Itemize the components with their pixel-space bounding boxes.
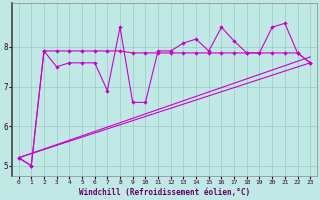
X-axis label: Windchill (Refroidissement éolien,°C): Windchill (Refroidissement éolien,°C)	[79, 188, 250, 197]
